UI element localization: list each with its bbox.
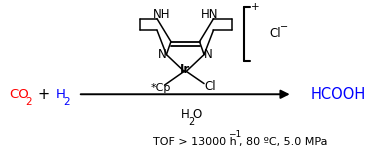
- Text: H: H: [55, 88, 65, 101]
- Text: −1: −1: [228, 130, 241, 139]
- Text: 2: 2: [64, 97, 70, 107]
- Text: −: −: [280, 22, 288, 32]
- Text: *Cp: *Cp: [150, 83, 170, 93]
- Text: N: N: [204, 48, 213, 61]
- Text: +: +: [38, 87, 50, 102]
- Text: H: H: [181, 108, 190, 121]
- Text: N: N: [158, 48, 166, 61]
- Text: CO: CO: [9, 88, 29, 101]
- Text: , 80 ºC, 5.0 MPa: , 80 ºC, 5.0 MPa: [239, 136, 327, 147]
- Text: HCOOH: HCOOH: [310, 87, 366, 102]
- Text: HN: HN: [201, 8, 218, 21]
- Text: O: O: [193, 108, 202, 121]
- Text: 2: 2: [188, 117, 194, 127]
- Text: Cl: Cl: [270, 27, 282, 40]
- Text: 2: 2: [25, 97, 32, 107]
- Text: NH: NH: [153, 8, 170, 21]
- Text: Cl: Cl: [204, 80, 215, 93]
- Text: TOF > 13000 h: TOF > 13000 h: [153, 136, 237, 147]
- Text: +: +: [251, 2, 260, 12]
- Text: Ir: Ir: [180, 63, 191, 76]
